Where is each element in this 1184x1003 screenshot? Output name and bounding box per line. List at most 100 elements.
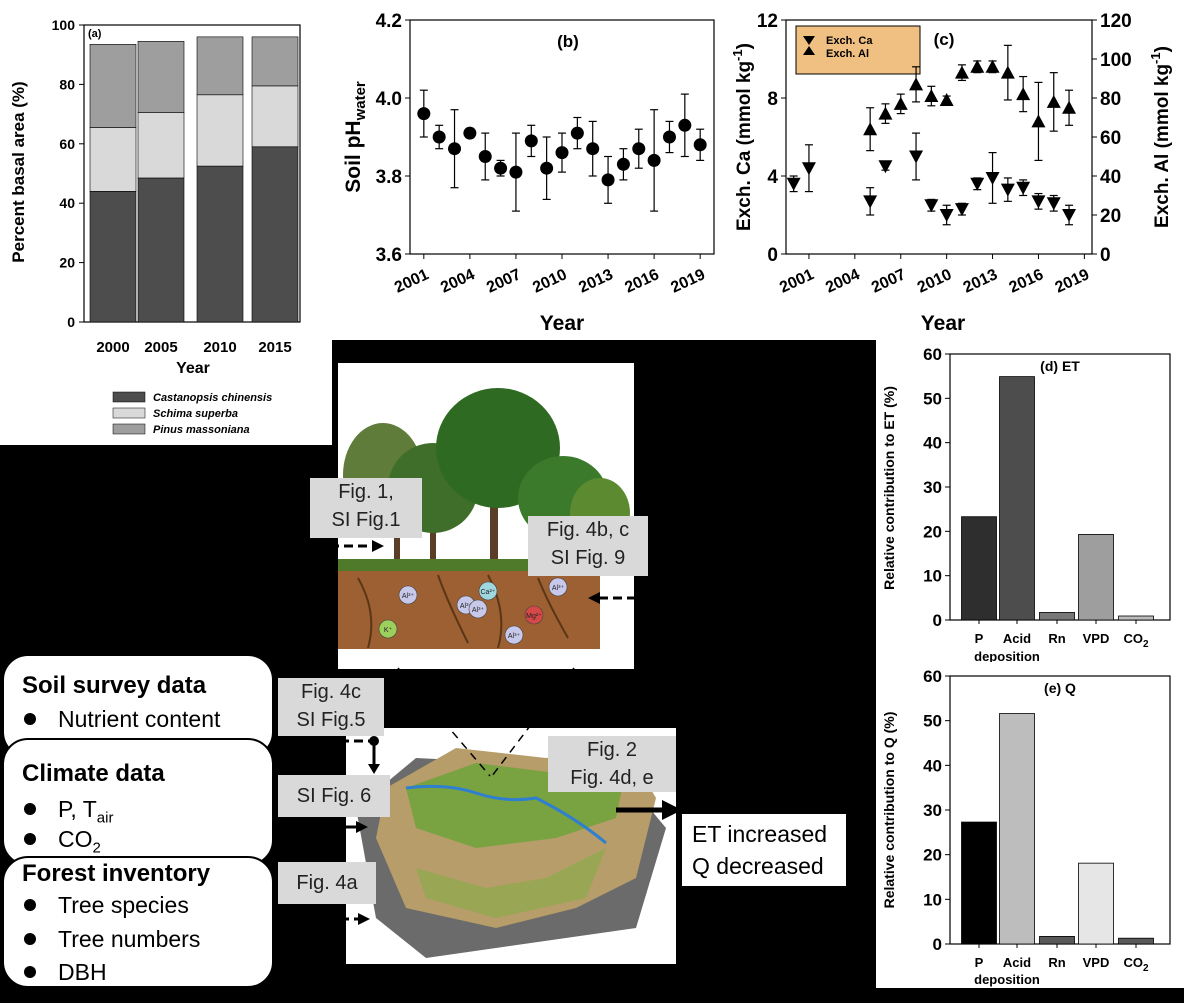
data-point: [555, 146, 569, 160]
legend-swatch-pinus: [112, 423, 146, 435]
xlabel-c: Year: [921, 312, 965, 335]
ylabel-e: Relative contribution to Q (%): [881, 712, 897, 909]
legend-c: [795, 25, 921, 75]
y-tick-label: 50: [923, 712, 942, 731]
y-tick-label: 0: [67, 314, 75, 330]
data-point-al: [863, 122, 878, 136]
y-tick-label: 0: [933, 611, 942, 630]
y-tick-label: 3.8: [376, 167, 402, 188]
x-tick-label: 2000: [96, 339, 129, 356]
ion-label: Al³⁺: [402, 593, 415, 600]
soil-survey-heading: Soil survey data: [22, 672, 207, 699]
chart-d: (d) ET Relative contribution to ET (%) d…: [881, 345, 1171, 664]
bar: [89, 127, 137, 192]
forest-inventory-box: Forest inventory Tree species Tree numbe…: [2, 856, 274, 988]
ref-fig4a: Fig. 4a: [278, 862, 376, 904]
list-item: Tree numbers: [24, 926, 200, 953]
data-point-ca: [970, 177, 985, 191]
y-tick-label: 40: [923, 434, 942, 453]
ion-icon: [468, 599, 488, 619]
x-tick-label: Rn: [1048, 631, 1065, 646]
data-point: [570, 126, 584, 140]
y-tick-label: 4.0: [376, 89, 402, 110]
data-point-ca: [1016, 181, 1031, 195]
x-tick-label: CO2: [1123, 631, 1149, 650]
y-tick-label-right: 0: [1100, 245, 1111, 266]
data-point-al: [1016, 87, 1031, 101]
ion-icon: [478, 581, 498, 601]
x-tick-label: P: [975, 955, 984, 970]
y-tick-label: 60: [59, 136, 75, 152]
watershed-illustration: [346, 728, 676, 964]
y-tick-label: 10: [923, 567, 942, 586]
panel-label-c: (c): [934, 30, 955, 49]
bar: [196, 94, 244, 167]
data-point-ca: [801, 162, 816, 176]
panel-c: (c) Exch. Ca (mmol kg-1) Exch. Al (mmol …: [730, 0, 1184, 340]
watershed-graphic: [356, 748, 666, 958]
data-point: [586, 142, 600, 156]
data-point-al: [924, 89, 939, 103]
y-tick-label: 20: [923, 846, 942, 865]
legend-label-ca: Exch. Ca: [826, 35, 873, 47]
panel-label-e: (e) Q: [1044, 680, 1076, 696]
y-tick-label: 50: [923, 389, 942, 408]
chart-c: (c) Exch. Ca (mmol kg-1) Exch. Al (mmol …: [730, 11, 1173, 335]
data-point-ca: [1031, 195, 1046, 209]
data-point: [448, 142, 462, 156]
climate-box: Climate data P, Tair CO2: [2, 738, 274, 866]
bar: [89, 44, 137, 128]
bar: [251, 85, 299, 148]
data-point: [494, 161, 508, 175]
y-tick-label-right: 40: [1100, 167, 1121, 188]
panel-label-b: (b): [557, 32, 579, 51]
y-tick-label: 3.6: [376, 245, 402, 266]
data-point-ca: [954, 203, 969, 217]
ylabel-b: Soil pHwater: [342, 81, 369, 193]
panel-b: (b) Soil pHwater Year 3.6 3.8 4.0 4.2 2001 20…: [332, 0, 730, 340]
ion-icon: [504, 625, 524, 645]
bar: [999, 713, 1035, 945]
data-point-ca: [1062, 209, 1077, 222]
data-point: [463, 126, 477, 140]
y-tick-label-left: 0: [767, 245, 778, 266]
outcome-et: ET increased: [692, 821, 828, 847]
x-tick-label: 2005: [144, 339, 177, 356]
data-point: [678, 118, 692, 132]
data-point-al: [939, 92, 954, 106]
legend-label-castanopsis: Castanopsis chinensis: [153, 392, 272, 404]
river: [405, 784, 607, 845]
ylabel-right-c: Exch. Al (mmol kg-1): [1148, 46, 1173, 228]
xcat-line2-d: deposition: [974, 649, 1040, 662]
y-tick-label-left: 8: [767, 89, 778, 110]
list-item: Nutrient content: [24, 706, 220, 733]
list-item: DBH: [24, 959, 107, 986]
legend-swatch-castanopsis: [112, 391, 146, 403]
y-tick-label: 100: [52, 17, 76, 33]
data-point-al: [1031, 114, 1046, 128]
data-point: [540, 161, 554, 175]
data-point-al: [1046, 94, 1061, 108]
bar: [251, 36, 299, 87]
bar: [137, 112, 185, 179]
y-tick-label: 40: [923, 756, 942, 775]
data-point-ca: [985, 171, 1000, 185]
y-tick-label: 10: [923, 890, 942, 909]
ylabel-a: Percent basal area (%): [9, 81, 28, 262]
y-tick-label-right: 120: [1100, 11, 1132, 32]
ion-label: Al³⁺: [472, 607, 485, 614]
y-tick-label: 0: [933, 935, 942, 954]
ion-label: Al³⁺: [460, 603, 473, 610]
panel-label-a: (a): [88, 28, 102, 40]
data-point-al: [970, 59, 985, 73]
panel-a: (a) Percent basal area (%) Year 0 20 40 60 8…: [0, 0, 332, 445]
y-tick-label-right: 100: [1100, 50, 1132, 71]
chart-e: (e) Q Relative contribution to Q (%) dep…: [881, 667, 1171, 987]
x-tick-label: Acid: [1003, 631, 1031, 646]
bar: [961, 821, 997, 945]
bar: [89, 191, 137, 323]
climate-heading: Climate data: [22, 760, 165, 787]
x-tick-label: Rn: [1048, 955, 1065, 970]
data-point-al: [878, 106, 893, 120]
